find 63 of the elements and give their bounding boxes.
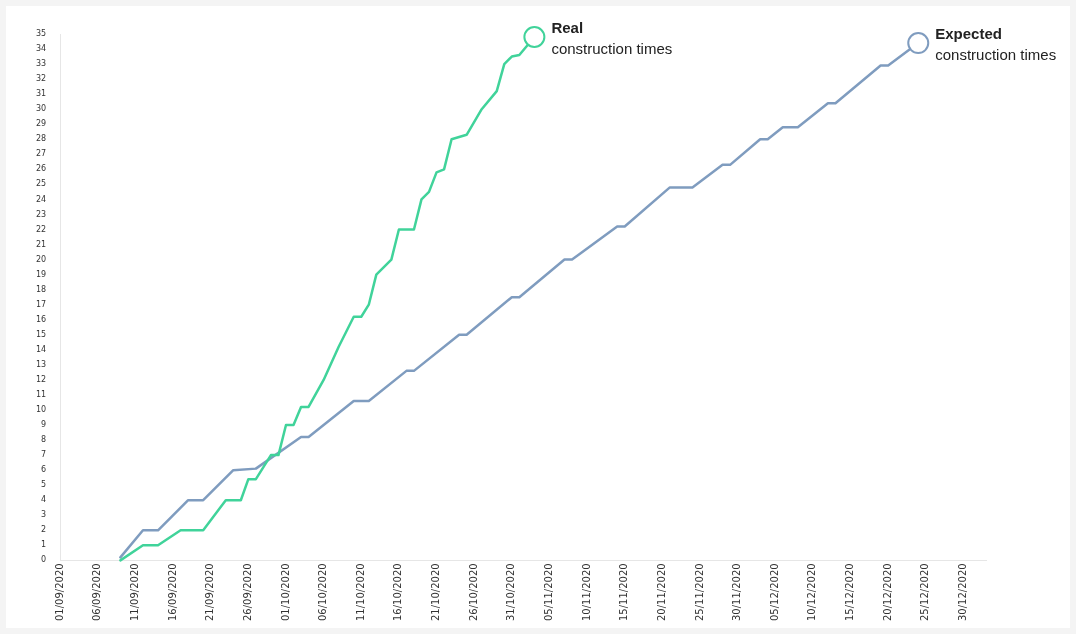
y-tick-label: 14 [35, 344, 47, 354]
y-tick-label: 18 [35, 284, 47, 294]
y-tick-label: 15 [35, 329, 47, 339]
series-label: Expected construction times [935, 25, 1057, 64]
x-tick-label: 15/12/2020 [844, 563, 856, 621]
y-tick-label: 33 [35, 59, 47, 69]
y-tick-label: 30 [35, 104, 47, 114]
x-tick-label: 31/10/2020 [505, 563, 517, 621]
y-tick-label: 34 [35, 44, 47, 54]
y-tick-label: 26 [35, 164, 47, 174]
x-tick-label: 25/11/2020 [693, 563, 705, 621]
x-tick-label: 06/10/2020 [317, 563, 329, 621]
x-tick-label: 25/12/2020 [919, 563, 931, 621]
x-tick-label: 26/10/2020 [467, 563, 479, 621]
x-tick-label: 30/11/2020 [731, 563, 743, 621]
x-tick-label: 11/09/2020 [129, 563, 141, 621]
y-tick-label: 29 [35, 119, 47, 129]
x-tick-label: 21/09/2020 [204, 563, 216, 621]
x-tick-label: 21/10/2020 [430, 563, 442, 621]
x-tick-label: 20/12/2020 [881, 563, 893, 621]
x-tick-label: 16/10/2020 [392, 563, 404, 621]
y-tick-label: 16 [35, 314, 47, 324]
y-tick-label: 32 [35, 74, 47, 84]
x-tick-label: 11/10/2020 [354, 563, 366, 621]
y-tick-label: 9 [41, 420, 47, 430]
x-tick-label: 20/11/2020 [655, 563, 667, 621]
x-tick-label: 10/12/2020 [806, 563, 818, 621]
x-tick-label: 06/09/2020 [91, 563, 103, 621]
x-tick-label: 10/11/2020 [580, 563, 592, 621]
y-tick-label: 17 [35, 299, 47, 309]
y-tick-label: 2 [41, 525, 47, 535]
y-tick-label: 4 [41, 495, 47, 505]
y-tick-label: 1 [41, 540, 47, 550]
y-tick-label: 20 [35, 254, 47, 264]
y-tick-label: 0 [41, 555, 47, 565]
series-label: Real construction times [551, 19, 673, 58]
x-tick-label: 05/11/2020 [543, 563, 555, 621]
y-tick-label: 6 [41, 465, 47, 475]
y-tick-label: 21 [35, 239, 47, 249]
y-tick-label: 28 [35, 134, 47, 144]
y-tick-label: 23 [35, 209, 47, 219]
x-tick-label: 30/12/2020 [957, 563, 969, 621]
x-tick-label: 16/09/2020 [166, 563, 178, 621]
y-tick-label: 3 [41, 510, 47, 520]
x-tick-label: 01/10/2020 [279, 563, 291, 621]
y-tick-label: 11 [35, 390, 47, 400]
y-tick-label: 27 [35, 149, 47, 159]
y-tick-label: 24 [35, 194, 47, 204]
y-tick-label: 31 [35, 89, 47, 99]
y-tick-label: 12 [35, 374, 47, 384]
x-tick-label: 05/12/2020 [768, 563, 780, 621]
y-tick-label: 7 [41, 450, 47, 460]
x-tick-label: 01/09/2020 [53, 563, 65, 621]
y-tick-label: 10 [35, 405, 47, 415]
y-tick-label: 22 [35, 224, 47, 234]
y-tick-label: 25 [35, 179, 47, 189]
x-tick-label: 26/09/2020 [241, 563, 253, 621]
y-tick-label: 8 [41, 435, 47, 445]
y-tick-label: 13 [35, 359, 47, 369]
y-tick-label: 35 [35, 29, 47, 39]
y-tick-label: 19 [35, 269, 47, 279]
x-tick-label: 15/11/2020 [618, 563, 630, 621]
y-tick-label: 5 [41, 480, 47, 490]
